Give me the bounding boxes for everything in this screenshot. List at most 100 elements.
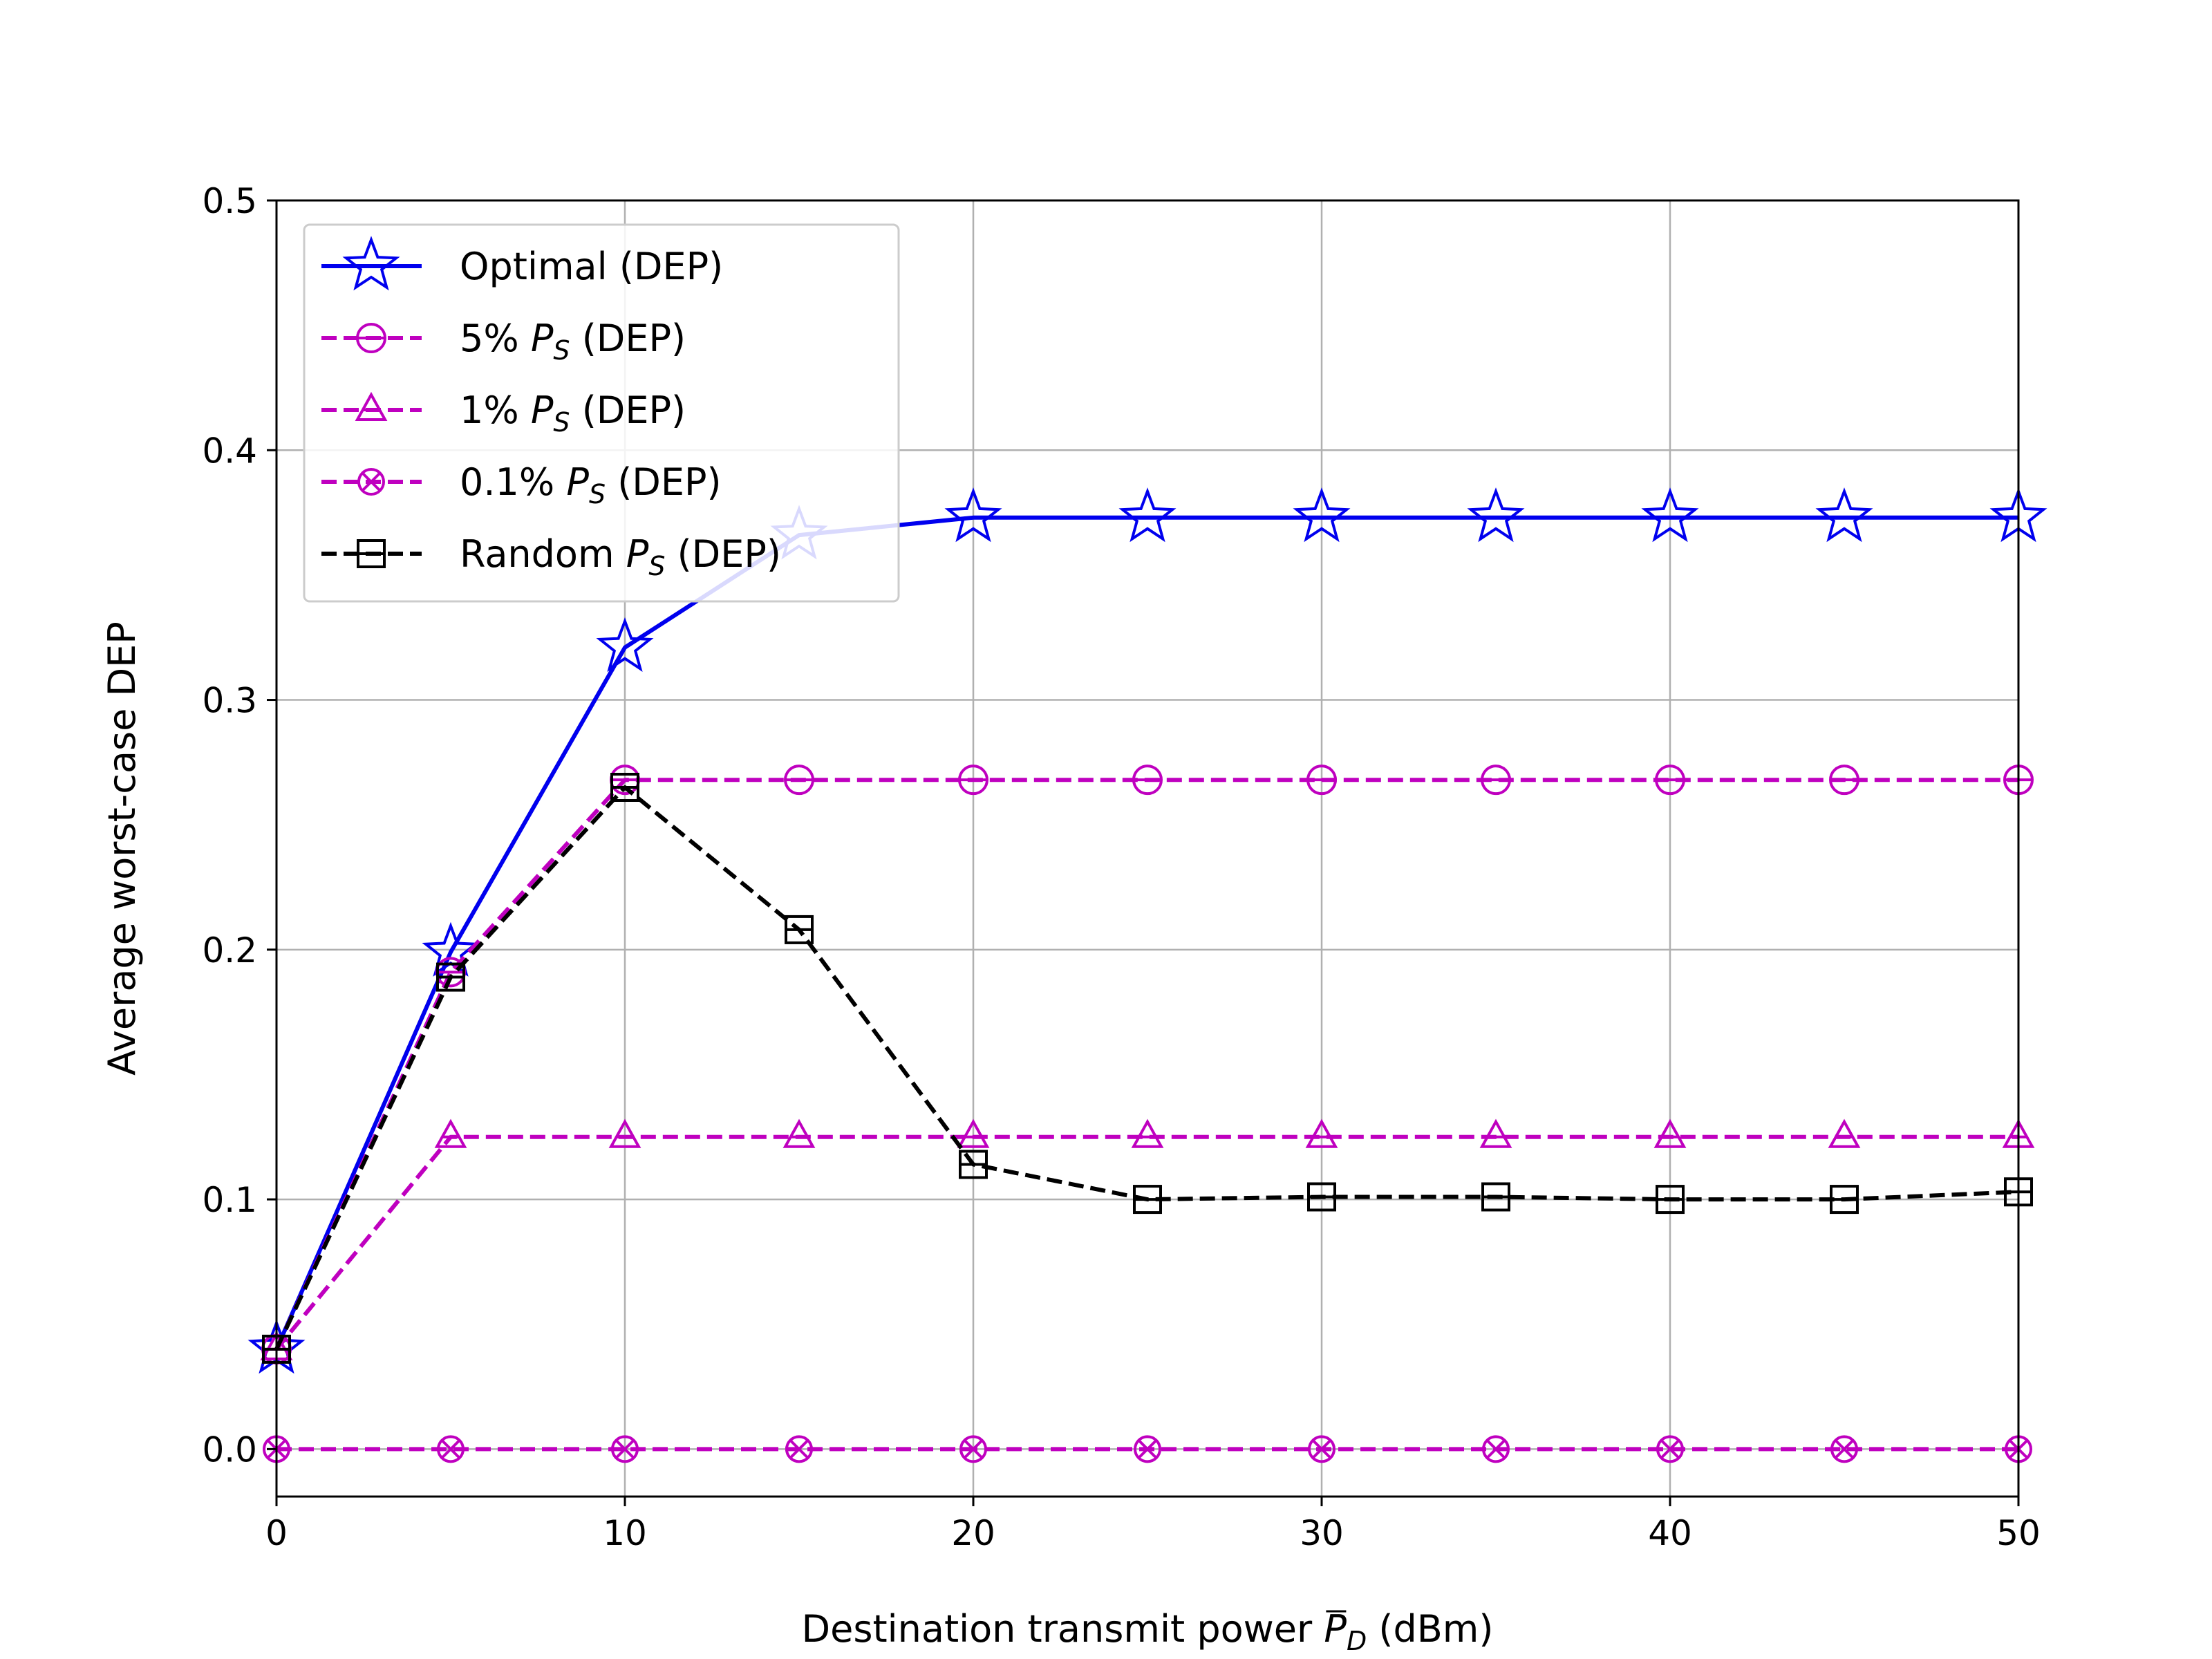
series-line — [274, 515, 2018, 1351]
y-tick-label: 0.1 — [202, 1180, 257, 1220]
xcircle-marker-line — [789, 1438, 809, 1459]
plot-frame — [275, 199, 2020, 1498]
xcircle-marker-line — [440, 1438, 461, 1459]
marker-xcircle — [357, 468, 385, 496]
triangle-marker — [1479, 1118, 1512, 1148]
marker-square — [610, 772, 639, 802]
legend-label: 0.1% PS (DEP) — [460, 460, 722, 509]
triangle-marker — [1131, 1118, 1164, 1148]
legend-label-suffix: (DEP) — [570, 388, 686, 432]
marker-star — [1641, 487, 1699, 543]
marker-xcircle — [1482, 1435, 1510, 1463]
marker-star — [1118, 487, 1177, 543]
legend-label-prefix: 0.1% — [460, 460, 566, 504]
y-tick-label: 0.0 — [202, 1430, 257, 1470]
series-line — [274, 1134, 2018, 1351]
legend-label-symbol: P — [626, 532, 649, 576]
y-tick-label: 0.3 — [202, 681, 257, 721]
xcircle-marker-line — [1137, 1438, 1158, 1459]
marker-square — [436, 962, 465, 992]
triangle-marker — [1653, 1118, 1687, 1148]
series-3 — [260, 1118, 2035, 1360]
marker-circle — [1132, 765, 1163, 796]
marker-star — [1467, 487, 1525, 543]
marker-circle — [1829, 765, 1859, 796]
y-tick-label: 0.4 — [202, 431, 257, 471]
legend-box — [303, 223, 900, 603]
marker-triangle — [1479, 1118, 1512, 1148]
star-marker — [1641, 487, 1699, 543]
xcircle-marker — [437, 1435, 465, 1463]
y-axis-label: Average worst-case DEP — [100, 621, 144, 1076]
legend-label-suffix: (DEP) — [608, 245, 724, 288]
x-tick-label: 50 — [1996, 1513, 2041, 1553]
marker-triangle — [1828, 1118, 1861, 1148]
marker-square — [1307, 1182, 1336, 1212]
marker-square — [1481, 1182, 1510, 1212]
x-axis-label-suffix: (dBm) — [1367, 1607, 1493, 1651]
x-tick-label: 0 — [265, 1513, 288, 1553]
xcircle-marker-line — [1311, 1438, 1332, 1459]
marker-star — [342, 236, 400, 291]
legend-label-suffix: (DEP) — [606, 460, 722, 504]
marker-square — [357, 539, 386, 568]
marker-square — [1830, 1185, 1859, 1215]
marker-star — [596, 617, 654, 672]
marker-xcircle — [785, 1435, 813, 1463]
marker-xcircle — [1656, 1435, 1684, 1463]
marker-triangle — [1131, 1118, 1164, 1148]
triangle-marker — [355, 391, 388, 421]
legend-label-subscript: S — [553, 407, 570, 438]
legend-label-symbol: P — [531, 388, 554, 432]
xcircle-marker — [1134, 1435, 1161, 1463]
triangle-marker — [1305, 1118, 1338, 1148]
marker-square — [1133, 1185, 1162, 1215]
legend-label-symbol: P — [531, 317, 554, 360]
legend-label-prefix: Optimal — [460, 245, 608, 288]
legend-label: Random PS (DEP) — [460, 532, 781, 581]
legend-label-suffix: (DEP) — [665, 532, 781, 576]
xcircle-marker-line — [1485, 1438, 1506, 1459]
marker-square — [959, 1150, 988, 1179]
xcircle-marker — [785, 1435, 813, 1463]
marker-circle — [958, 765, 988, 796]
star-marker — [1118, 487, 1177, 543]
legend-entry-4: 0.1% PS (DEP) — [321, 460, 722, 509]
legend: Optimal (DEP)5% PS (DEP)1% PS (DEP)0.1% … — [303, 223, 900, 603]
x-tick-label: 20 — [951, 1513, 995, 1553]
marker-circle — [784, 765, 814, 796]
marker-circle — [1481, 765, 1511, 796]
star-marker — [596, 617, 654, 672]
triangle-marker — [1828, 1118, 1861, 1148]
xcircle-marker — [1830, 1435, 1858, 1463]
x-tick-label: 30 — [1300, 1513, 1344, 1553]
triangle-marker — [434, 1118, 467, 1148]
marker-triangle — [355, 391, 388, 421]
marker-xcircle — [1830, 1435, 1858, 1463]
xcircle-marker — [1482, 1435, 1510, 1463]
marker-circle — [1306, 765, 1337, 796]
x-axis-label-subscript: D — [1347, 1626, 1367, 1656]
legend-entry-2: 5% PS (DEP) — [321, 317, 686, 366]
marker-triangle — [957, 1118, 990, 1148]
marker-star — [1815, 487, 1873, 543]
legend-label-subscript: S — [589, 479, 606, 509]
marker-triangle — [608, 1118, 641, 1148]
marker-triangle — [1305, 1118, 1338, 1148]
triangle-marker — [608, 1118, 641, 1148]
marker-triangle — [1653, 1118, 1687, 1148]
marker-xcircle — [959, 1435, 987, 1463]
legend-label-subscript: S — [553, 335, 570, 366]
legend-label-prefix: 1% — [460, 388, 531, 432]
x-tick-label: 10 — [603, 1513, 647, 1553]
star-marker — [1293, 487, 1351, 543]
x-axis-label-group: Destination transmit power PD (dBm) — [802, 1607, 1494, 1656]
marker-square — [785, 915, 814, 944]
xcircle-marker — [959, 1435, 987, 1463]
xcircle-marker-line — [1660, 1438, 1680, 1459]
x-axis-label: Destination transmit power PD (dBm) — [802, 1607, 1494, 1656]
marker-circle — [356, 323, 386, 353]
legend-label: 1% PS (DEP) — [460, 388, 686, 438]
y-tick-label: 0.2 — [202, 930, 257, 971]
